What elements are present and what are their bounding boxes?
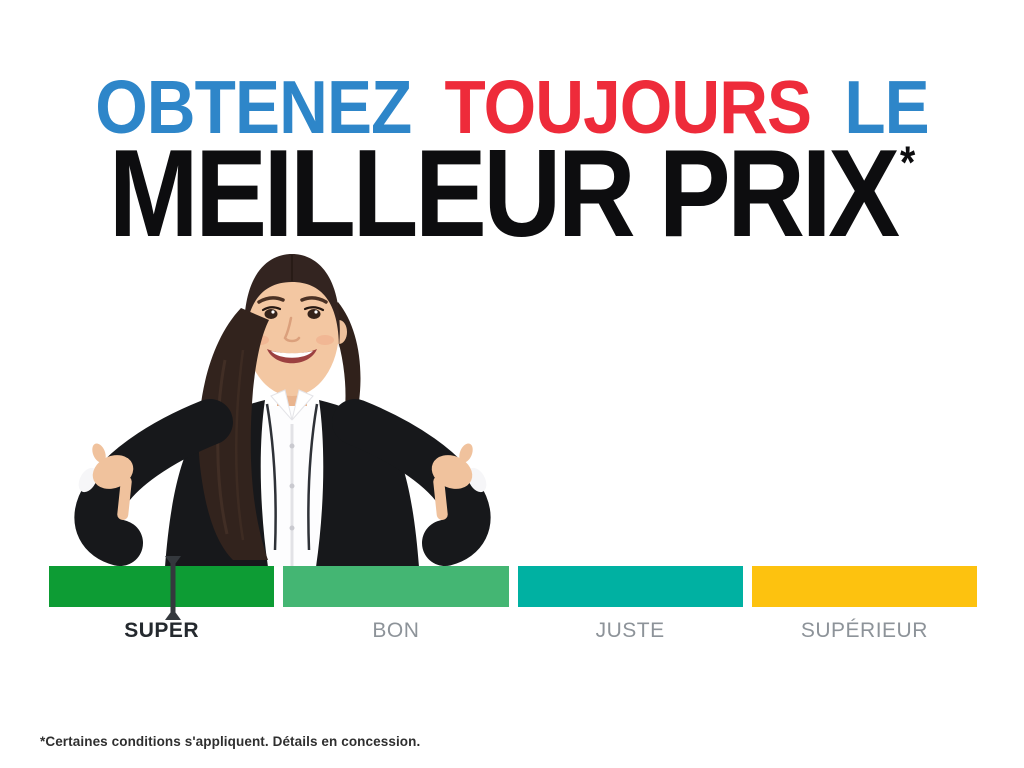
right-thumb <box>459 443 473 463</box>
eyebrow-right <box>300 296 328 304</box>
headline-word-le: LE <box>844 65 929 149</box>
eyelid-left <box>261 306 282 312</box>
gauge-segment-juste <box>517 566 743 607</box>
businesswoman-pointing-down-illustration <box>74 254 491 567</box>
lapel-left <box>265 403 277 551</box>
right-sleeve <box>332 399 491 566</box>
nose <box>283 316 301 343</box>
gauge-label-juste: JUSTE <box>595 619 665 642</box>
eyelid-right <box>303 306 325 312</box>
gauge-marker-pin <box>165 556 181 620</box>
blush-right <box>316 335 334 345</box>
gauge-segment-super <box>49 566 275 607</box>
collar-right <box>291 389 314 421</box>
price-gauge <box>49 556 977 620</box>
headline-word-obtenez: OBTENEZ <box>95 65 412 149</box>
gauge-segment-superieur <box>751 566 977 607</box>
gauge-labels: SUPER BON JUSTE SUPÉRIEUR <box>49 619 977 643</box>
headline-line1: OBTENEZ TOUJOURS LE <box>51 70 973 145</box>
disclaimer-text: *Certaines conditions s'appliquent. Déta… <box>40 734 421 749</box>
gauge-label-bon: BON <box>372 619 420 642</box>
left-index-finger <box>117 476 132 520</box>
left-sleeve <box>74 399 233 566</box>
shirt-button <box>289 525 295 531</box>
eyebrow-left <box>257 296 285 304</box>
gauge-label-super: SUPER <box>124 619 200 642</box>
headline-meilleur-prix: MEILLEUR PRIX <box>108 125 900 263</box>
right-index-finger <box>433 476 448 520</box>
eye-right <box>307 309 321 319</box>
collar-left <box>270 389 293 421</box>
headline-asterisk: * <box>900 137 916 188</box>
left-cuff <box>78 467 98 493</box>
ponytail-highlight <box>216 359 229 535</box>
gauge-label-superieur: SUPÉRIEUR <box>800 619 928 642</box>
left-arm <box>74 399 233 566</box>
shirt-button <box>289 483 295 489</box>
jacket-right <box>316 400 419 567</box>
ponytail <box>198 308 269 560</box>
left-thumb <box>92 443 106 463</box>
right-arm <box>332 399 491 566</box>
lapel-right <box>307 403 319 551</box>
right-cuff <box>467 467 487 493</box>
headline-word-toujours: TOUJOURS <box>444 65 813 149</box>
gauge-segment-bon <box>283 566 509 607</box>
headline-line2: MEILLEUR PRIX* <box>67 132 958 256</box>
teeth <box>271 351 313 358</box>
eye-left <box>264 309 278 319</box>
shirt-button <box>289 443 295 449</box>
ponytail-highlight <box>235 349 245 541</box>
hair-top <box>244 254 340 348</box>
